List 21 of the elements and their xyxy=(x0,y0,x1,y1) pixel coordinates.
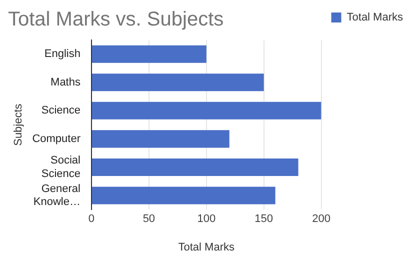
x-axis-title: Total Marks xyxy=(178,241,235,254)
y-tick-label: English xyxy=(44,48,80,60)
y-tick-label: Computer xyxy=(32,132,81,145)
y-tick-label: General Knowle… xyxy=(33,182,80,208)
y-tick-label: Science xyxy=(41,104,80,117)
bar xyxy=(92,130,230,148)
x-tick-label: 150 xyxy=(254,213,273,226)
x-tick-label: 50 xyxy=(142,213,156,226)
bar xyxy=(92,102,322,120)
y-tick-label: Maths xyxy=(50,76,81,88)
x-tick-label: 100 xyxy=(197,213,216,226)
y-tick-label: Social Science xyxy=(41,154,80,180)
x-tick-label: 200 xyxy=(312,213,330,226)
chart-title: Total Marks vs. Subjects xyxy=(8,8,224,31)
y-axis-title: Subjects xyxy=(12,103,25,146)
x-tick-label: 0 xyxy=(88,213,95,226)
bar xyxy=(92,45,206,63)
bar xyxy=(92,186,276,204)
legend-label: Total Marks xyxy=(346,12,404,24)
bar xyxy=(92,158,298,176)
bar xyxy=(92,74,264,92)
